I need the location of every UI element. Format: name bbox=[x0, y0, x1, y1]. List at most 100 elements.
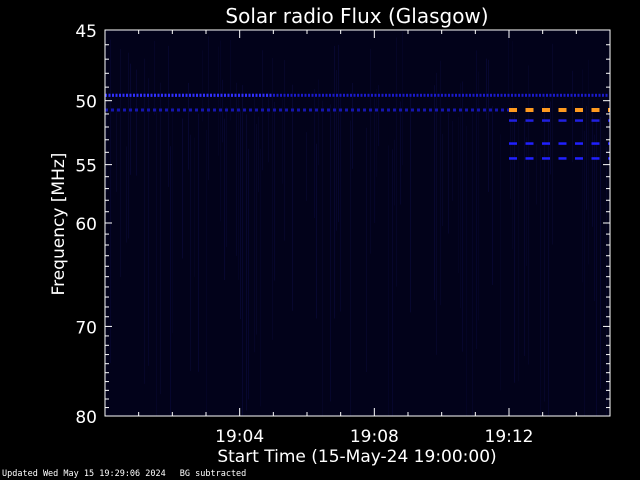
band-mark bbox=[409, 93, 412, 97]
noise-streak bbox=[510, 103, 511, 200]
band-mark bbox=[322, 93, 324, 97]
noise-streak bbox=[110, 39, 111, 364]
y-tick-label: 60 bbox=[75, 215, 97, 235]
band-mark bbox=[598, 93, 601, 97]
band-mark bbox=[122, 93, 125, 97]
band-mark bbox=[311, 93, 314, 97]
band-mark bbox=[343, 93, 345, 97]
band-mark bbox=[276, 93, 279, 97]
noise-streak bbox=[594, 134, 595, 302]
band-mark bbox=[497, 93, 499, 97]
band-mark bbox=[535, 93, 538, 97]
x-tick-label: 19:12 bbox=[485, 427, 534, 447]
band-mark bbox=[493, 93, 496, 97]
band-mark bbox=[509, 108, 517, 112]
band-mark bbox=[339, 93, 342, 97]
band-mark bbox=[140, 93, 142, 97]
band-mark bbox=[351, 108, 354, 112]
noise-streak bbox=[472, 112, 473, 416]
band-mark bbox=[509, 119, 517, 122]
band-mark bbox=[129, 108, 132, 112]
band-mark bbox=[199, 93, 202, 97]
noise-streak bbox=[486, 58, 487, 120]
band-mark bbox=[153, 108, 156, 112]
noise-streak bbox=[366, 127, 367, 373]
band-mark bbox=[171, 108, 174, 112]
band-mark bbox=[308, 93, 310, 97]
band-mark bbox=[525, 157, 534, 160]
band-mark bbox=[591, 108, 600, 112]
band-mark bbox=[168, 93, 170, 97]
band-mark bbox=[453, 108, 456, 112]
noise-streak bbox=[550, 101, 551, 175]
band-mark bbox=[241, 93, 244, 97]
noise-streak bbox=[544, 97, 545, 402]
band-mark bbox=[575, 119, 583, 122]
noise-streak bbox=[340, 93, 341, 312]
noise-streak bbox=[240, 109, 241, 320]
noise-streak bbox=[208, 36, 209, 181]
band-mark bbox=[117, 108, 120, 112]
band-mark bbox=[309, 108, 312, 112]
band-mark bbox=[479, 93, 482, 97]
noise-streak bbox=[258, 116, 259, 193]
band-mark bbox=[553, 93, 555, 97]
band-mark bbox=[472, 93, 475, 97]
band-mark bbox=[135, 108, 138, 112]
noise-streak bbox=[582, 69, 583, 283]
band-mark bbox=[360, 93, 363, 97]
band-mark bbox=[413, 93, 415, 97]
band-mark bbox=[501, 108, 504, 112]
noise-streak bbox=[600, 117, 601, 389]
band-mark bbox=[201, 108, 204, 112]
noise-streak bbox=[248, 148, 249, 400]
band-mark bbox=[315, 108, 318, 112]
band-mark bbox=[315, 93, 317, 97]
band-mark bbox=[357, 108, 360, 112]
band-mark bbox=[350, 93, 352, 97]
band-mark bbox=[539, 93, 541, 97]
band-mark bbox=[375, 108, 378, 112]
band-mark bbox=[509, 157, 517, 160]
band-mark bbox=[542, 108, 550, 112]
band-mark bbox=[435, 108, 438, 112]
noise-streak bbox=[336, 70, 337, 231]
band-mark bbox=[333, 108, 336, 112]
band-mark bbox=[189, 93, 191, 97]
band-mark bbox=[459, 108, 462, 112]
footer: Updated Wed May 15 19:29:06 2024 BG subtr… bbox=[2, 469, 260, 479]
band-mark bbox=[357, 93, 359, 97]
band-mark bbox=[405, 108, 408, 112]
band-mark bbox=[301, 93, 303, 97]
band-mark bbox=[303, 108, 306, 112]
band-mark bbox=[364, 93, 366, 97]
bg-note: BG subtracted bbox=[179, 469, 247, 479]
noise-streak bbox=[106, 97, 107, 192]
band-mark bbox=[210, 93, 212, 97]
band-mark bbox=[287, 93, 289, 97]
noise-streak bbox=[440, 60, 441, 306]
noise-streak bbox=[436, 72, 437, 355]
band-mark bbox=[608, 157, 610, 160]
noise-streak bbox=[606, 147, 607, 416]
spectrogram-noise bbox=[106, 31, 607, 416]
band-mark bbox=[345, 108, 348, 112]
band-mark bbox=[486, 93, 489, 97]
noise-streak bbox=[306, 132, 307, 201]
band-mark bbox=[225, 108, 228, 112]
noise-streak bbox=[548, 120, 549, 416]
band-mark bbox=[427, 93, 429, 97]
band-mark bbox=[329, 93, 331, 97]
noise-streak bbox=[512, 41, 513, 250]
noise-streak bbox=[168, 45, 169, 187]
band-mark bbox=[465, 93, 468, 97]
band-mark bbox=[177, 108, 180, 112]
y-axis: 45 50 55 60 70 80 bbox=[75, 22, 610, 428]
band-mark bbox=[560, 93, 562, 97]
band-mark bbox=[273, 93, 275, 97]
band-mark bbox=[185, 93, 188, 97]
band-mark bbox=[455, 93, 457, 97]
noise-streak bbox=[242, 85, 243, 416]
band-mark bbox=[605, 93, 608, 97]
noise-streak bbox=[238, 93, 239, 280]
